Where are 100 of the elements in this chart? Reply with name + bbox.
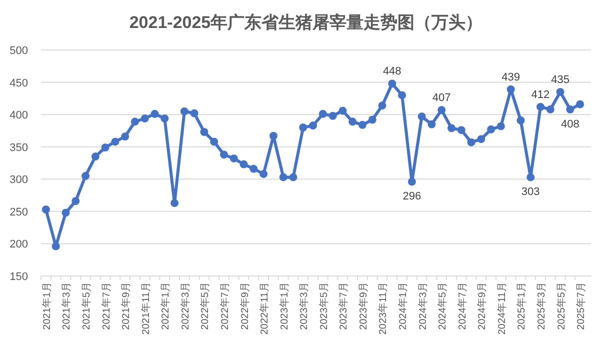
point [358, 120, 366, 129]
x-tick-label: 2024年11月 [496, 282, 508, 335]
x-tick-label: 2024年3月 [416, 282, 429, 330]
point [368, 116, 376, 124]
title: 2021-2025年广东省生猪屠宰量走势图（万头） [129, 13, 483, 32]
point [260, 170, 268, 178]
x-tick-label: 2023年9月 [357, 282, 370, 330]
x-tick-label: 2023年7月 [338, 282, 350, 330]
point [487, 125, 496, 134]
point [150, 110, 159, 118]
point [457, 126, 466, 134]
point [398, 91, 406, 100]
point [556, 88, 564, 96]
x-tick-label: 2023年11月 [377, 282, 390, 335]
point [438, 106, 446, 114]
x-tick-label: 2023年1月 [278, 282, 290, 330]
x-tick-label: 2021年5月 [80, 282, 93, 330]
y-tick-label: 200 [10, 238, 28, 251]
point [309, 122, 317, 130]
x-tick-label: 2021年7月 [100, 282, 112, 330]
point [467, 138, 476, 146]
point [210, 138, 218, 146]
point [130, 118, 139, 126]
x-tick-label: 2023年5月 [318, 282, 330, 330]
point [230, 154, 238, 162]
x-tick-label: 2025年3月 [535, 282, 548, 330]
x-tick-label: 2024年5月 [436, 282, 449, 330]
point [496, 122, 505, 130]
data-label: 407 [432, 92, 451, 104]
point [516, 116, 525, 124]
y-tick-label: 450 [10, 77, 28, 90]
x-tick-label: 2022年1月 [160, 282, 172, 330]
point [91, 152, 100, 161]
x-tick-label: 2024年1月 [397, 282, 410, 330]
x-tick-label: 2022年5月 [199, 282, 212, 330]
point [477, 135, 486, 144]
point [447, 124, 456, 132]
point [546, 105, 554, 114]
point [160, 114, 169, 122]
point [418, 112, 426, 121]
x-tick-label: 2021年3月 [60, 282, 73, 330]
point [279, 173, 288, 182]
x-tick-label: 2025年5月 [555, 282, 568, 330]
point [220, 150, 228, 159]
point [506, 85, 515, 94]
point [289, 173, 298, 182]
y-tick-label: 500 [10, 45, 28, 57]
point [190, 109, 198, 118]
point [250, 164, 258, 173]
point [408, 178, 416, 186]
y-tick-label: 400 [10, 110, 28, 122]
data-label: 439 [502, 71, 520, 84]
point [428, 120, 436, 128]
data-label: 296 [402, 190, 422, 203]
point [101, 144, 110, 152]
y-tick-label: 150 [10, 271, 28, 283]
point [269, 132, 278, 140]
x-tick-label: 2021年1月 [40, 282, 53, 330]
point [121, 132, 130, 141]
y-tick-label: 250 [10, 206, 28, 218]
point [140, 114, 149, 122]
point [82, 172, 90, 180]
x-tick-label: 2023年3月 [298, 282, 310, 330]
x-tick-label: 2022年9月 [238, 282, 251, 330]
y-tick-label: 350 [10, 142, 28, 154]
data-label: 435 [551, 74, 570, 86]
point [62, 208, 70, 217]
point [328, 112, 337, 120]
x-tick-label: 2025年7月 [575, 282, 588, 330]
point [240, 160, 248, 168]
data-label: 448 [382, 66, 402, 78]
point [299, 123, 308, 132]
x-tick-label: 2024年7月 [456, 282, 468, 330]
point [318, 110, 327, 118]
point [566, 105, 574, 114]
point [200, 128, 208, 136]
x-tick-label: 2022年11月 [258, 282, 271, 335]
y-tick-label: 300 [10, 174, 28, 186]
x-tick-label: 2022年7月 [218, 282, 231, 330]
point [170, 199, 179, 208]
x-tick-label: 2021年9月 [120, 282, 132, 330]
point [111, 138, 120, 146]
data-label: 303 [521, 186, 540, 198]
point [378, 102, 386, 110]
point [576, 100, 584, 108]
data-label: 408 [560, 118, 580, 130]
point [388, 80, 396, 88]
x-tick-label: 2025年1月 [516, 282, 528, 330]
point [72, 197, 80, 206]
point [42, 205, 50, 214]
x-tick-label: 2021年11月 [140, 282, 152, 335]
x-tick-label: 2024年9月 [476, 282, 488, 330]
point [348, 118, 357, 126]
point [338, 106, 347, 115]
point [536, 102, 544, 111]
x-tick-label: 2022年3月 [179, 282, 192, 330]
point [526, 173, 535, 182]
data-label: 412 [531, 88, 550, 101]
point [52, 242, 60, 250]
point [180, 107, 188, 116]
